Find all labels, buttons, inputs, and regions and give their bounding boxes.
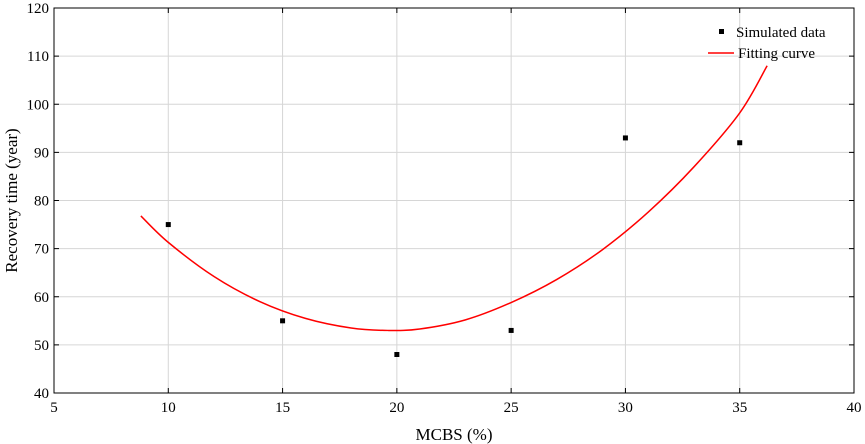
x-tick-label: 20 bbox=[389, 400, 404, 416]
x-tick-label: 10 bbox=[161, 400, 176, 416]
x-tick-label: 15 bbox=[275, 400, 290, 416]
y-tick-label: 60 bbox=[34, 290, 49, 306]
curve-layer bbox=[140, 65, 768, 332]
legend-marker-simulated bbox=[719, 29, 724, 34]
tick-labels: 5 10 15 20 25 30 35 40 40 50 60 70 80 90 100 110 120 bbox=[27, 1, 862, 416]
x-axis-title: MCBS (%) bbox=[416, 425, 493, 444]
data-point bbox=[165, 222, 171, 228]
grid bbox=[54, 8, 854, 393]
y-tick-label: 90 bbox=[34, 145, 49, 161]
y-tick-label: 70 bbox=[34, 242, 49, 258]
legend: Simulated data Fitting curve bbox=[708, 25, 826, 62]
legend-label-fitting: Fitting curve bbox=[738, 46, 815, 62]
points-layer bbox=[165, 135, 743, 357]
data-point bbox=[394, 352, 400, 357]
x-tick-label: 30 bbox=[618, 400, 633, 416]
x-tick-label: 35 bbox=[732, 400, 747, 416]
fitting-curve bbox=[140, 65, 768, 332]
legend-label-simulated: Simulated data bbox=[736, 25, 826, 41]
x-tick-label: 40 bbox=[847, 400, 862, 416]
x-tick-label: 25 bbox=[504, 400, 519, 416]
data-point bbox=[508, 327, 514, 333]
data-point bbox=[280, 318, 286, 324]
y-tick-label: 110 bbox=[27, 49, 49, 65]
y-tick-label: 120 bbox=[27, 1, 50, 17]
y-tick-label: 100 bbox=[27, 97, 50, 113]
data-point bbox=[622, 135, 628, 141]
x-tick-label: 5 bbox=[50, 400, 58, 416]
y-tick-label: 80 bbox=[34, 194, 49, 210]
y-tick-label: 40 bbox=[34, 386, 49, 402]
y-axis-title: Recovery time (year) bbox=[2, 128, 21, 272]
ticks bbox=[53, 7, 855, 394]
data-point bbox=[737, 140, 743, 146]
y-tick-label: 50 bbox=[34, 338, 49, 354]
